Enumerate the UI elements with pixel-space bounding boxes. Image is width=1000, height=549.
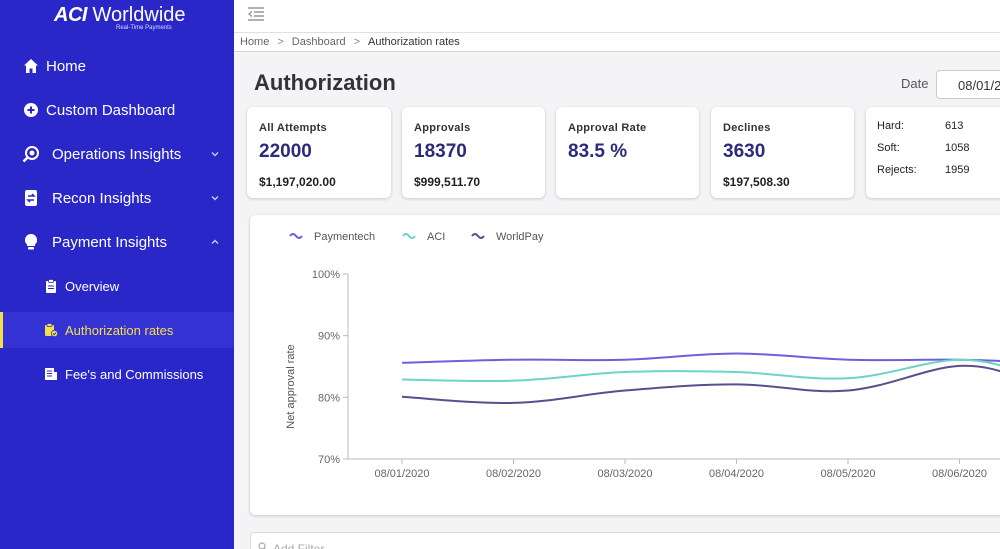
breadcrumb: Home > Dashboard > Authorization rates [234, 32, 1000, 52]
sidebar-item-label: Operations Insights [52, 145, 182, 163]
x-tick-label: 08/03/2020 [597, 468, 652, 480]
sidebar-item-payment-insights[interactable]: Payment Insights [0, 224, 234, 260]
card-title: Approvals [414, 122, 471, 134]
card-value: 3630 [723, 141, 766, 162]
card-amount: $197,508.30 [723, 175, 790, 189]
sidebar-item-label: Recon Insights [52, 189, 152, 207]
card-value: 18370 [414, 141, 467, 162]
legend-swatch-aci [402, 233, 416, 239]
card-approval-rate: Approval Rate 83.5 % [556, 107, 699, 198]
card-amount: $1,197,020.00 [259, 175, 336, 189]
logo-rest: Worldwide [86, 4, 186, 26]
declines-hard: Hard: 613 [877, 120, 963, 132]
lightbulb-icon [22, 233, 40, 251]
logo-tagline: Real-Time Payments [116, 25, 172, 31]
decline-value: 1058 [945, 142, 970, 154]
sidebar-item-label: Home [46, 57, 87, 75]
logo-bold: ACI [54, 4, 87, 26]
menu-collapse-icon[interactable] [246, 4, 266, 24]
receipt-icon [44, 367, 58, 381]
sidebar-subitem-label: Authorization rates [65, 322, 174, 338]
card-value: 83.5 % [568, 141, 628, 162]
y-tick-label: 90% [318, 331, 340, 343]
aci-logo: ACI Worldwide Real-Time Payments [54, 4, 214, 31]
legend-label-worldpay: WorldPay [496, 231, 544, 243]
y-axis-label: Net approval rate [285, 344, 297, 428]
approval-rate-chart: 70% 80% 90% 100% 08/01/2020 08/02/2020 08/03/2… [285, 231, 1000, 480]
legend-label-paymentech: Paymentech [314, 231, 375, 243]
breadcrumb-dashboard[interactable]: Dashboard [291, 36, 346, 48]
card-declines: Declines 3630 $197,508.30 [711, 107, 854, 198]
x-tick-label: 08/06/2020 [932, 468, 987, 480]
card-title: All Attempts [259, 122, 327, 134]
sidebar-subitem-label: Fee's and Commissions [65, 366, 204, 382]
card-approvals: Approvals 18370 $999,511.70 [402, 107, 545, 198]
sidebar-subitem-overview[interactable]: Overview [0, 268, 234, 304]
series-line-paymentech [401, 352, 1000, 364]
search-icon [258, 542, 266, 549]
sidebar-item-label: Payment Insights [52, 233, 168, 251]
sidebar: ACI Worldwide Real-Time Payments Home Cu… [0, 0, 234, 549]
decline-value: 1959 [945, 164, 970, 176]
legend-label-aci: ACI [427, 231, 445, 243]
breadcrumb-separator: > [277, 36, 284, 48]
sidebar-item-recon-insights[interactable]: Recon Insights [0, 180, 234, 216]
clipboard-icon [44, 279, 58, 293]
chevron-up-icon[interactable] [210, 237, 220, 247]
card-title: Approval Rate [568, 122, 647, 134]
x-tick-label: 08/01/2020 [374, 468, 429, 480]
declines-rejects: Rejects: 1959 [877, 164, 969, 176]
breadcrumb-current: Authorization rates [368, 36, 460, 48]
sidebar-subitem-authorization-rates[interactable]: Authorization rates [0, 312, 234, 348]
sidebar-item-home[interactable]: Home [0, 48, 234, 84]
series-line-aci [401, 358, 1000, 383]
sidebar-subitem-fees-commissions[interactable]: Fee's and Commissions [0, 356, 234, 392]
approval-rate-chart-card: 70% 80% 90% 100% 08/01/2020 08/02/2020 08/03/2… [250, 215, 1000, 515]
legend-swatch-paymentech [289, 233, 303, 239]
decline-value: 613 [945, 120, 964, 132]
decline-label: Hard: [877, 120, 904, 132]
top-bar [234, 0, 1000, 32]
date-label: Date [901, 76, 929, 91]
home-icon [22, 57, 40, 75]
card-value: 22000 [259, 141, 312, 162]
chevron-down-icon[interactable] [210, 193, 220, 203]
card-all-attempts: All Attempts 22000 $1,197,020.00 [247, 107, 391, 198]
sidebar-item-label: Custom Dashboard [46, 101, 176, 119]
x-tick-label: 08/04/2020 [709, 468, 764, 480]
add-filter-input[interactable]: Add Filter [250, 532, 1000, 549]
page-title: Authorization [254, 70, 396, 95]
declines-soft: Soft: 1058 [877, 142, 969, 154]
date-input[interactable]: 08/01/2020 [936, 70, 1000, 99]
y-tick-label: 80% [318, 392, 340, 404]
sidebar-subitem-label: Overview [65, 278, 120, 294]
breadcrumb-home[interactable]: Home [240, 36, 270, 48]
sidebar-item-operations-insights[interactable]: Operations Insights [0, 136, 234, 172]
card-title: Declines [723, 122, 771, 134]
x-tick-label: 08/05/2020 [820, 468, 875, 480]
x-tick-label: 08/02/2020 [486, 468, 541, 480]
clipboard-check-icon [44, 323, 58, 337]
swap-doc-icon [22, 189, 40, 207]
card-declines-breakdown: Hard: 613 Soft: 1058 Rejects: 1959 [866, 107, 1000, 198]
sidebar-item-custom-dashboard[interactable]: Custom Dashboard [0, 92, 234, 128]
y-tick-label: 100% [312, 269, 340, 281]
plus-circle-icon [22, 101, 40, 119]
card-amount: $999,511.70 [414, 175, 481, 189]
breadcrumb-separator: > [353, 36, 361, 48]
decline-label: Soft: [877, 142, 900, 154]
y-tick-label: 70% [318, 454, 340, 466]
eye-search-icon [22, 145, 40, 163]
legend-swatch-worldpay [471, 233, 485, 239]
chevron-down-icon[interactable] [210, 149, 220, 159]
decline-label: Rejects: [877, 164, 917, 176]
series-line-worldpay [401, 364, 1000, 405]
